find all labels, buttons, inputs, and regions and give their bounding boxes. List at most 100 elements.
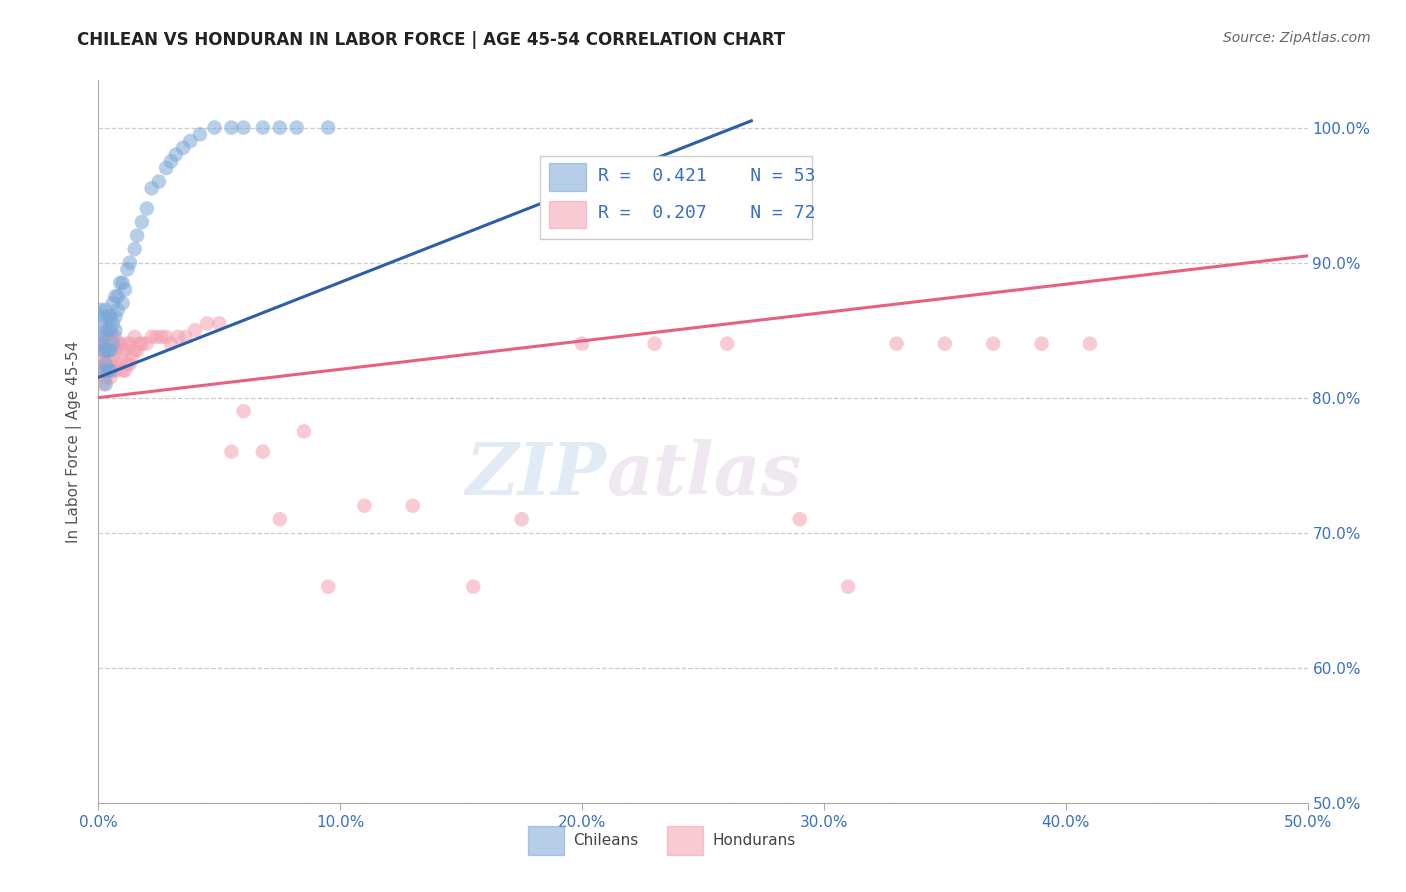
Point — [101, 296, 124, 310]
Point — [510, 512, 533, 526]
Point — [100, 364, 122, 378]
Point — [94, 377, 117, 392]
Point — [104, 323, 127, 337]
Text: ZIP: ZIP — [465, 439, 606, 509]
Point — [269, 120, 291, 135]
Point — [316, 580, 339, 594]
Text: Source: ZipAtlas.com: Source: ZipAtlas.com — [1223, 31, 1371, 45]
Point — [94, 357, 117, 371]
Point — [101, 336, 124, 351]
Point — [90, 336, 112, 351]
Text: Hondurans: Hondurans — [713, 833, 796, 848]
Point — [981, 336, 1004, 351]
Point — [716, 336, 738, 351]
Point — [160, 154, 183, 169]
Point — [118, 357, 141, 371]
Point — [644, 336, 666, 351]
Point — [195, 317, 218, 331]
Point — [91, 336, 114, 351]
Point — [94, 343, 117, 358]
Point — [114, 364, 136, 378]
Point — [90, 336, 112, 351]
Point — [155, 161, 177, 175]
Point — [127, 228, 149, 243]
Point — [155, 330, 177, 344]
Point — [107, 302, 129, 317]
Point — [100, 343, 122, 358]
Point — [204, 120, 226, 135]
Point — [94, 323, 117, 337]
Point — [402, 499, 425, 513]
Text: Chileans: Chileans — [574, 833, 638, 848]
Point — [150, 330, 173, 344]
Point — [97, 364, 120, 378]
Point — [104, 364, 127, 378]
Point — [104, 330, 127, 344]
Point — [160, 336, 183, 351]
Point — [252, 120, 274, 135]
Point — [104, 310, 127, 324]
Point — [252, 444, 274, 458]
Point — [118, 255, 141, 269]
Point — [90, 302, 112, 317]
Point — [100, 357, 122, 371]
Point — [789, 512, 811, 526]
Point — [97, 343, 120, 358]
Point — [184, 323, 207, 337]
Point — [91, 364, 114, 378]
Text: atlas: atlas — [606, 439, 801, 509]
Point — [94, 357, 117, 371]
Y-axis label: In Labor Force | Age 45-54: In Labor Force | Age 45-54 — [66, 341, 83, 542]
Point — [269, 512, 291, 526]
Point — [886, 336, 908, 351]
Point — [97, 310, 120, 324]
Point — [121, 350, 143, 364]
Point — [91, 364, 114, 378]
FancyBboxPatch shape — [666, 826, 703, 855]
Point — [141, 181, 163, 195]
Point — [117, 262, 139, 277]
Point — [141, 330, 163, 344]
Point — [232, 404, 254, 418]
Point — [97, 323, 120, 337]
Point — [94, 343, 117, 358]
Point — [174, 330, 197, 344]
Point — [571, 336, 593, 351]
Point — [108, 276, 131, 290]
Point — [221, 444, 243, 458]
Point — [285, 120, 308, 135]
Point — [94, 302, 117, 317]
Point — [117, 336, 139, 351]
Point — [124, 343, 146, 358]
Point — [316, 120, 339, 135]
Point — [108, 336, 131, 351]
Point — [111, 343, 134, 358]
Point — [97, 364, 120, 378]
Point — [232, 120, 254, 135]
Point — [111, 296, 134, 310]
Point — [934, 336, 956, 351]
Point — [172, 141, 194, 155]
Text: R =  0.207    N = 72: R = 0.207 N = 72 — [598, 204, 815, 222]
Point — [179, 134, 201, 148]
Point — [111, 364, 134, 378]
Point — [135, 202, 157, 216]
Point — [91, 330, 114, 344]
Point — [167, 330, 190, 344]
Point — [127, 343, 149, 358]
Point — [101, 350, 124, 364]
Point — [94, 370, 117, 384]
Point — [135, 336, 157, 351]
Point — [1031, 336, 1053, 351]
Text: R =  0.421    N = 53: R = 0.421 N = 53 — [598, 167, 815, 185]
Point — [100, 370, 122, 384]
Point — [221, 120, 243, 135]
Point — [91, 350, 114, 364]
Point — [128, 336, 150, 351]
Point — [94, 330, 117, 344]
Point — [107, 357, 129, 371]
Point — [118, 336, 141, 351]
Point — [100, 323, 122, 337]
Point — [107, 336, 129, 351]
Point — [104, 289, 127, 303]
